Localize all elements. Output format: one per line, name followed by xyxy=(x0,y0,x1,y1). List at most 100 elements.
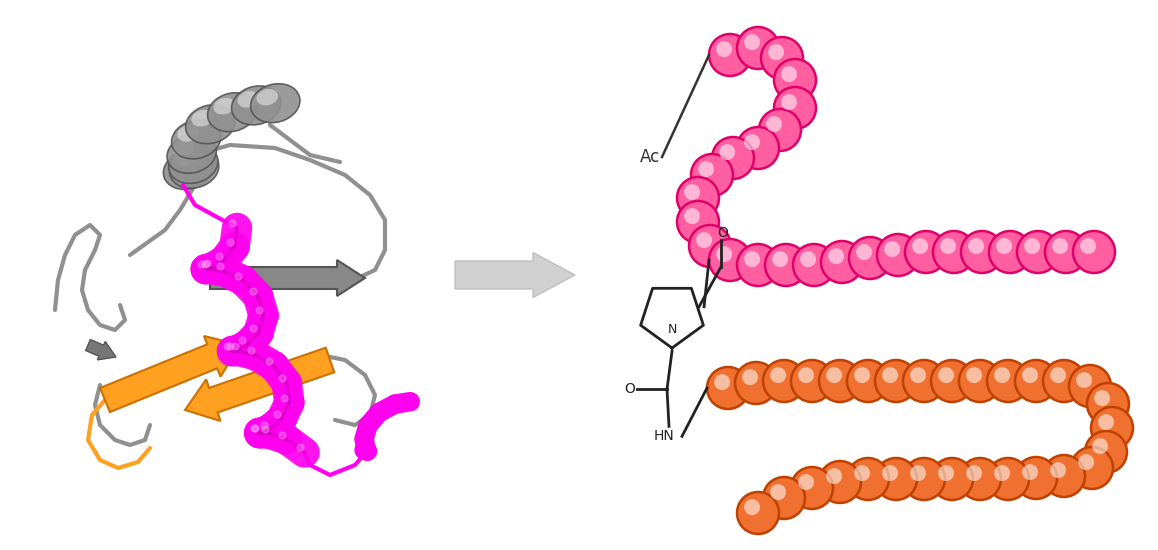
Circle shape xyxy=(910,367,926,383)
Circle shape xyxy=(1050,462,1067,478)
Circle shape xyxy=(989,231,1031,273)
FancyArrow shape xyxy=(210,260,365,296)
Circle shape xyxy=(828,248,844,264)
Circle shape xyxy=(770,484,786,500)
Circle shape xyxy=(966,367,982,383)
Circle shape xyxy=(931,360,973,402)
Circle shape xyxy=(885,241,900,257)
Circle shape xyxy=(913,238,928,254)
Circle shape xyxy=(931,458,973,500)
Circle shape xyxy=(708,367,749,409)
Circle shape xyxy=(768,44,784,60)
Circle shape xyxy=(716,41,732,57)
Circle shape xyxy=(821,241,863,283)
Circle shape xyxy=(698,161,714,177)
Circle shape xyxy=(987,458,1029,500)
Circle shape xyxy=(735,362,777,404)
Circle shape xyxy=(758,109,801,151)
Ellipse shape xyxy=(185,105,235,144)
Ellipse shape xyxy=(175,150,196,166)
Circle shape xyxy=(1016,457,1057,499)
Circle shape xyxy=(745,251,760,267)
FancyArrow shape xyxy=(185,348,335,421)
Circle shape xyxy=(938,367,954,383)
Ellipse shape xyxy=(232,86,281,125)
Circle shape xyxy=(910,465,926,481)
Circle shape xyxy=(1078,454,1094,470)
Circle shape xyxy=(906,231,947,273)
Circle shape xyxy=(691,154,733,196)
Ellipse shape xyxy=(177,125,199,142)
Circle shape xyxy=(677,201,719,243)
Ellipse shape xyxy=(163,151,213,189)
Circle shape xyxy=(1085,431,1127,473)
Circle shape xyxy=(793,244,835,286)
Circle shape xyxy=(826,367,842,383)
Circle shape xyxy=(798,474,814,490)
Circle shape xyxy=(763,360,805,402)
Circle shape xyxy=(1043,360,1085,402)
Ellipse shape xyxy=(250,84,300,123)
Circle shape xyxy=(940,238,957,254)
Circle shape xyxy=(959,360,1001,402)
Circle shape xyxy=(996,238,1012,254)
Circle shape xyxy=(745,134,760,150)
Circle shape xyxy=(1071,447,1113,489)
Circle shape xyxy=(826,468,842,484)
Circle shape xyxy=(677,177,719,219)
Circle shape xyxy=(1043,455,1085,497)
Circle shape xyxy=(736,492,779,534)
Circle shape xyxy=(1080,238,1097,254)
Ellipse shape xyxy=(171,120,221,159)
Circle shape xyxy=(800,251,816,267)
Circle shape xyxy=(855,367,870,383)
Circle shape xyxy=(882,367,899,383)
Circle shape xyxy=(736,127,779,169)
Circle shape xyxy=(875,458,917,500)
Circle shape xyxy=(1016,360,1057,402)
Circle shape xyxy=(1045,231,1087,273)
Circle shape xyxy=(712,137,754,179)
Circle shape xyxy=(761,37,802,79)
Ellipse shape xyxy=(175,155,197,171)
Circle shape xyxy=(745,34,760,50)
Circle shape xyxy=(763,477,805,519)
Text: HN: HN xyxy=(653,430,674,443)
Circle shape xyxy=(903,458,945,500)
Circle shape xyxy=(1092,438,1108,454)
Circle shape xyxy=(1069,365,1111,407)
Ellipse shape xyxy=(207,93,257,131)
Circle shape xyxy=(877,234,919,276)
Ellipse shape xyxy=(167,134,217,173)
Circle shape xyxy=(846,458,889,500)
Circle shape xyxy=(1073,231,1115,273)
Circle shape xyxy=(689,225,731,267)
Circle shape xyxy=(742,369,758,385)
Circle shape xyxy=(765,244,807,286)
Circle shape xyxy=(1053,238,1068,254)
Circle shape xyxy=(855,465,870,481)
Circle shape xyxy=(994,465,1010,481)
Circle shape xyxy=(849,237,891,279)
Ellipse shape xyxy=(173,140,195,156)
Circle shape xyxy=(696,232,712,248)
Ellipse shape xyxy=(213,98,235,114)
Circle shape xyxy=(875,360,917,402)
Circle shape xyxy=(966,465,982,481)
Circle shape xyxy=(1094,390,1111,406)
Circle shape xyxy=(1076,372,1092,388)
Circle shape xyxy=(1023,367,1038,383)
Circle shape xyxy=(819,461,862,503)
Circle shape xyxy=(714,374,730,390)
Circle shape xyxy=(709,239,752,281)
Circle shape xyxy=(798,367,814,383)
Circle shape xyxy=(719,144,735,160)
Circle shape xyxy=(684,208,701,224)
Text: O: O xyxy=(718,226,728,240)
Circle shape xyxy=(994,367,1010,383)
Text: N: N xyxy=(667,323,676,337)
Circle shape xyxy=(770,367,786,383)
Circle shape xyxy=(736,27,779,69)
FancyArrow shape xyxy=(100,336,240,412)
Circle shape xyxy=(767,116,782,132)
